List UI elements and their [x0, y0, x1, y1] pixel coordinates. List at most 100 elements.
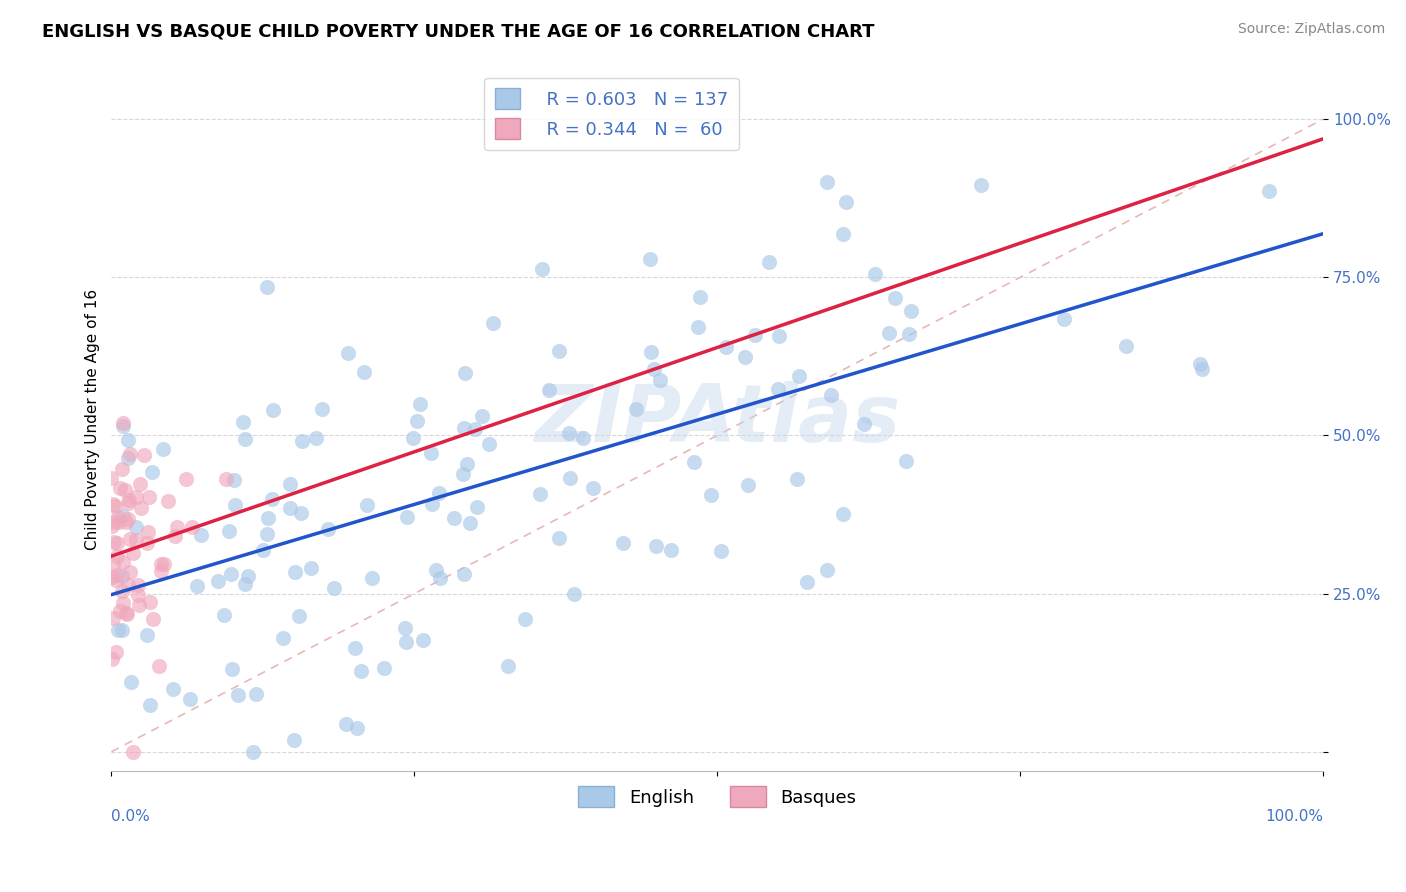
Point	[162, 682, 184, 697]
Point	[796, 575, 818, 590]
Point	[311, 401, 333, 416]
Point	[101, 611, 124, 625]
Point	[233, 432, 256, 446]
Point	[111, 555, 134, 569]
Point	[212, 608, 235, 623]
Point	[659, 542, 682, 557]
Point	[105, 645, 128, 659]
Point	[207, 574, 229, 588]
Point	[1258, 184, 1281, 198]
Point	[451, 467, 474, 481]
Point	[547, 343, 569, 358]
Point	[883, 291, 905, 305]
Point	[166, 519, 188, 533]
Point	[356, 499, 378, 513]
Point	[107, 509, 129, 524]
Point	[224, 498, 246, 512]
Point	[582, 481, 605, 495]
Point	[714, 340, 737, 354]
Point	[224, 474, 246, 488]
Point	[815, 563, 838, 577]
Point	[478, 436, 501, 450]
Point	[273, 632, 295, 646]
Point	[548, 531, 571, 545]
Point	[1115, 339, 1137, 353]
Point	[103, 558, 125, 572]
Point	[128, 598, 150, 612]
Point	[115, 515, 138, 529]
Point	[529, 487, 551, 501]
Point	[768, 329, 790, 343]
Point	[638, 252, 661, 267]
Point	[643, 362, 665, 376]
Point	[118, 565, 141, 579]
Point	[174, 472, 197, 486]
Point	[121, 546, 143, 560]
Point	[766, 382, 789, 396]
Point	[682, 455, 704, 469]
Point	[117, 607, 139, 622]
Point	[125, 520, 148, 534]
Text: ZIPAtlas: ZIPAtlas	[534, 381, 900, 458]
Point	[640, 344, 662, 359]
Point	[456, 457, 478, 471]
Point	[219, 567, 242, 582]
Point	[420, 497, 443, 511]
Point	[427, 485, 450, 500]
Point	[1189, 358, 1212, 372]
Point	[101, 570, 124, 584]
Point	[373, 661, 395, 675]
Point	[104, 573, 127, 587]
Point	[256, 511, 278, 525]
Point	[429, 571, 451, 585]
Point	[734, 350, 756, 364]
Point	[288, 609, 311, 624]
Point	[970, 178, 993, 192]
Point	[105, 549, 128, 563]
Point	[100, 471, 122, 485]
Point	[557, 426, 579, 441]
Point	[148, 659, 170, 673]
Point	[152, 442, 174, 457]
Point	[343, 641, 366, 656]
Point	[111, 462, 134, 476]
Point	[863, 267, 886, 281]
Point	[758, 255, 780, 269]
Point	[513, 612, 536, 626]
Point	[238, 568, 260, 582]
Point	[111, 596, 134, 610]
Point	[103, 497, 125, 511]
Point	[141, 465, 163, 479]
Point	[101, 652, 124, 666]
Point	[262, 403, 284, 417]
Point	[394, 621, 416, 635]
Point	[395, 510, 418, 524]
Point	[316, 522, 339, 536]
Point	[612, 536, 634, 550]
Point	[786, 472, 808, 486]
Point	[877, 326, 900, 341]
Point	[744, 327, 766, 342]
Point	[233, 577, 256, 591]
Point	[111, 508, 134, 523]
Point	[108, 604, 131, 618]
Legend: English, Basques: English, Basques	[571, 779, 863, 814]
Point	[299, 561, 322, 575]
Point	[1053, 312, 1076, 326]
Point	[232, 415, 254, 429]
Point	[256, 280, 278, 294]
Point	[103, 516, 125, 530]
Point	[290, 506, 312, 520]
Point	[820, 388, 842, 402]
Point	[650, 373, 672, 387]
Point	[111, 416, 134, 430]
Point	[278, 477, 301, 491]
Point	[283, 733, 305, 747]
Point	[710, 544, 733, 558]
Point	[465, 500, 488, 515]
Point	[156, 494, 179, 508]
Point	[242, 745, 264, 759]
Point	[127, 578, 149, 592]
Point	[118, 447, 141, 461]
Point	[406, 414, 429, 428]
